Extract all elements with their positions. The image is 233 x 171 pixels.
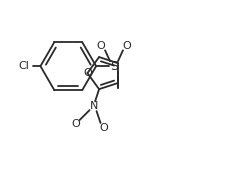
Text: O: O xyxy=(71,119,80,129)
Text: N: N xyxy=(89,101,98,111)
Text: S: S xyxy=(110,60,118,73)
Text: O: O xyxy=(123,41,131,51)
Text: O: O xyxy=(99,123,108,133)
Text: Cl: Cl xyxy=(18,61,29,71)
Text: O: O xyxy=(83,68,92,78)
Text: O: O xyxy=(97,41,106,51)
